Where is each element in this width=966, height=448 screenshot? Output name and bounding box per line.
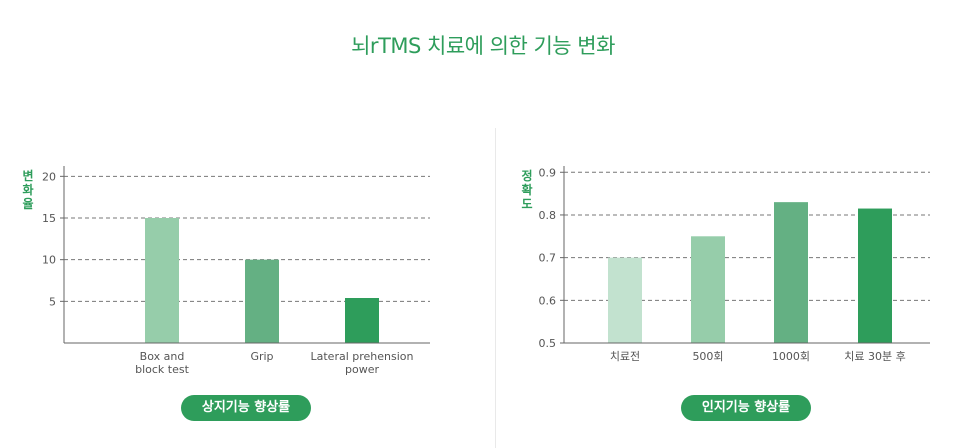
page-title: 뇌rTMS 치료에 의한 기능 변화 xyxy=(351,34,615,58)
x-tick-label: 1000회 xyxy=(772,350,810,363)
bar xyxy=(145,218,179,343)
x-tick-label: Lateral prehension power xyxy=(311,350,414,376)
bar xyxy=(245,259,279,343)
y-tick-labels: 5 10 15 20 xyxy=(42,170,64,308)
bar xyxy=(345,298,379,343)
x-tick-labels: Box and block test Grip Lateral prehension p… xyxy=(135,350,413,376)
upper-limb-improvement-badge: 상지기능 향상률 xyxy=(181,395,311,421)
bar xyxy=(858,208,892,343)
bar xyxy=(691,236,725,343)
bar xyxy=(608,257,642,343)
bar xyxy=(774,202,808,343)
y-tick-label: 0.5 xyxy=(539,337,557,350)
y-tick-label: 0.6 xyxy=(539,294,557,307)
x-tick-label: Grip xyxy=(250,350,273,363)
x-tick-label: 500회 xyxy=(692,350,723,363)
bars xyxy=(145,218,379,343)
y-tick-label: 20 xyxy=(42,170,56,183)
x-tick-label: Box and block test xyxy=(135,350,189,376)
y-tick-label: 0.9 xyxy=(539,166,557,179)
y-tick-label: 15 xyxy=(42,212,56,225)
bars xyxy=(608,202,892,343)
x-tick-label: 치료전 xyxy=(610,350,640,363)
y-tick-label: 0.8 xyxy=(539,209,557,222)
y-tick-label: 10 xyxy=(42,254,56,267)
axes xyxy=(563,166,930,344)
axes xyxy=(63,166,430,344)
y-tick-labels: 0.5 0.6 0.7 0.8 0.9 xyxy=(539,166,564,350)
panel-divider xyxy=(495,128,496,448)
x-tick-labels: 치료전 500회 1000회 치료 30분 후 xyxy=(610,350,906,363)
y-tick-label: 0.7 xyxy=(539,252,557,265)
x-tick-label: 치료 30분 후 xyxy=(844,350,905,363)
cognitive-improvement-badge: 인지기능 향상률 xyxy=(681,395,811,421)
y-tick-label: 5 xyxy=(49,295,56,308)
